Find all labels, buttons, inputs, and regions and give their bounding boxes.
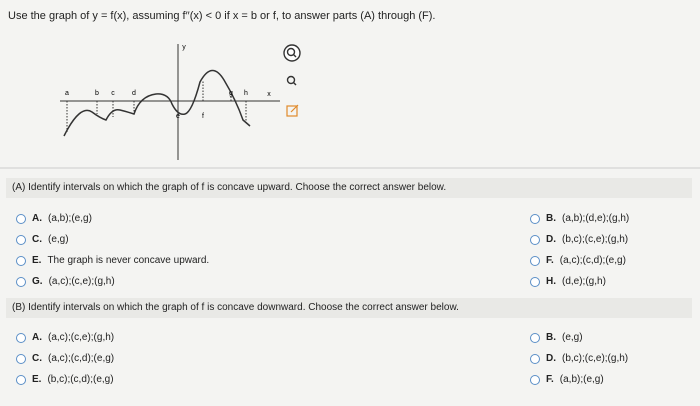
option-letter: D.: [546, 353, 556, 364]
option-letter: A.: [32, 213, 42, 224]
option[interactable]: E. The graph is never concave upward.: [16, 255, 209, 266]
graph-label: a: [65, 90, 69, 97]
radio[interactable]: [16, 234, 26, 245]
radio[interactable]: [16, 255, 26, 266]
question: Use the graph of y = f(x), assuming f′′(…: [8, 10, 436, 22]
option-text: (a,b);(e,g): [48, 213, 92, 224]
dashed-lines: [66, 80, 247, 132]
radio[interactable]: [16, 332, 26, 343]
radio[interactable]: [16, 276, 26, 287]
curve: [63, 69, 251, 137]
option-letter: A.: [32, 332, 42, 343]
radio[interactable]: [16, 353, 26, 364]
option[interactable]: C. (a,c);(c,d);(e,g): [16, 353, 114, 364]
graph-label: d: [132, 90, 136, 97]
option-text: (e,g): [48, 234, 69, 245]
option[interactable]: D. (b,c);(c,e);(g,h): [530, 353, 628, 364]
option-text: (a,c);(c,e);(g,h): [48, 276, 115, 287]
option-text: (a,b);(d,e);(g,h): [562, 213, 630, 224]
option[interactable]: G. (a,c);(c,e);(g,h): [16, 276, 115, 287]
option[interactable]: B. (e,g): [530, 332, 583, 343]
option-text: (a,c);(c,e);(g,h): [48, 332, 115, 343]
option-letter: F.: [546, 374, 554, 385]
part-b-prompt: (B) Identify intervals on which the grap…: [6, 298, 692, 318]
radio[interactable]: [530, 374, 540, 385]
graph: y x a b c d e f g h: [0, 44, 700, 169]
option[interactable]: F. (a,b);(e,g): [530, 374, 604, 385]
radio[interactable]: [530, 234, 540, 245]
radio[interactable]: [530, 353, 540, 364]
option-letter: E.: [32, 255, 42, 266]
option-text: (b,c);(c,e);(g,h): [562, 234, 629, 245]
option-text: (b,c);(c,e);(g,h): [562, 353, 629, 364]
radio[interactable]: [530, 255, 540, 266]
option-letter: E.: [32, 374, 42, 385]
graph-label: c: [111, 90, 115, 97]
radio[interactable]: [16, 374, 26, 385]
option[interactable]: H. (d,e);(g,h): [530, 276, 606, 287]
graph-label: b: [95, 90, 99, 97]
option-letter: H.: [546, 276, 556, 287]
option-letter: B.: [546, 213, 556, 224]
option-letter: D.: [546, 234, 556, 245]
option-text: (e,g): [562, 332, 583, 343]
option-text: (a,b);(e,g): [559, 374, 604, 385]
option-letter: B.: [546, 332, 556, 343]
graph-label: f: [202, 113, 204, 120]
option-letter: G.: [32, 276, 43, 287]
radio[interactable]: [530, 276, 540, 287]
option[interactable]: F. (a,c);(c,d);(e,g): [530, 255, 626, 266]
graph-label: g: [229, 90, 233, 97]
option-text: (b,c);(c,d);(e,g): [47, 374, 114, 385]
option[interactable]: C. (e,g): [16, 234, 69, 245]
radio[interactable]: [530, 332, 540, 343]
option-text: The graph is never concave upward.: [47, 255, 210, 266]
option-letter: F.: [546, 255, 554, 266]
radio[interactable]: [16, 213, 26, 224]
option-text: (a,c);(c,d);(e,g): [559, 255, 626, 266]
graph-label: y: [182, 44, 186, 51]
zoom-out-icon[interactable]: [286, 75, 297, 86]
option[interactable]: E. (b,c);(c,d);(e,g): [16, 374, 114, 385]
option[interactable]: A. (a,c);(c,e);(g,h): [16, 332, 114, 343]
graph-label: h: [244, 90, 248, 97]
option[interactable]: A. (a,b);(e,g): [16, 213, 92, 224]
zoom-in-icon[interactable]: [283, 44, 301, 62]
graph-label: e: [176, 113, 180, 120]
open-icon[interactable]: [286, 104, 299, 117]
graph-label: x: [267, 91, 271, 98]
option-letter: C.: [32, 234, 42, 245]
option-text: (a,c);(c,d);(e,g): [48, 353, 115, 364]
option-letter: C.: [32, 353, 42, 364]
part-a-prompt: (A) Identify intervals on which the grap…: [6, 178, 692, 198]
option-text: (d,e);(g,h): [562, 276, 606, 287]
radio[interactable]: [530, 213, 540, 224]
option[interactable]: B. (a,b);(d,e);(g,h): [530, 213, 629, 224]
option[interactable]: D. (b,c);(c,e);(g,h): [530, 234, 628, 245]
